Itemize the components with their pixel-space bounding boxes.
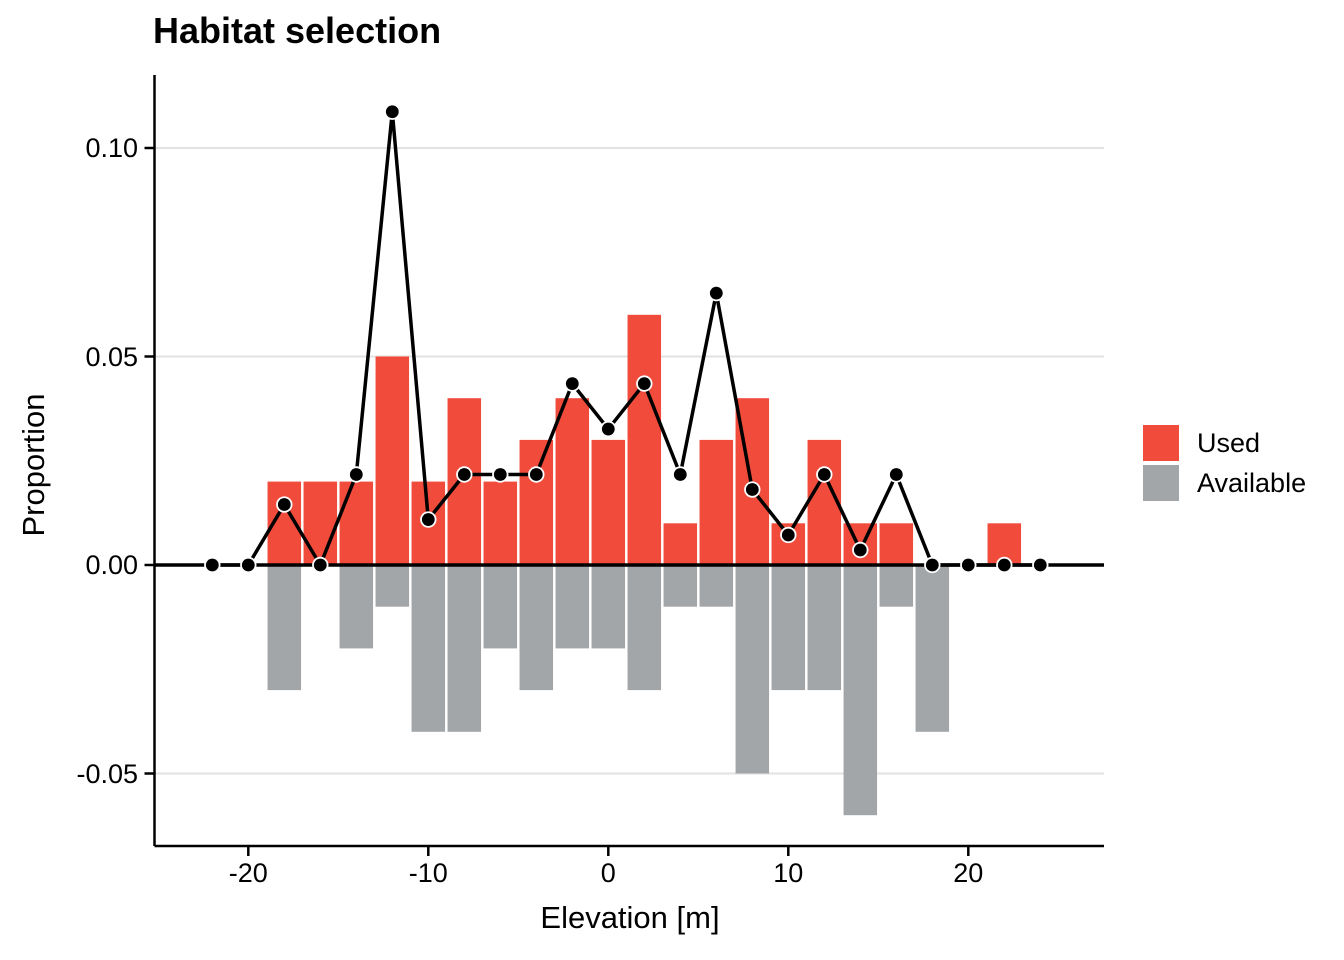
data-point — [997, 558, 1011, 572]
y-tick-label: 0.00 — [85, 550, 138, 580]
used-bar — [375, 356, 410, 565]
available-bar — [411, 565, 446, 732]
data-point — [853, 543, 867, 557]
x-tick-label: 0 — [600, 858, 616, 888]
available-bar — [447, 565, 482, 732]
available-bar — [735, 565, 770, 774]
available-bar — [771, 565, 806, 691]
used-bar — [699, 439, 734, 565]
data-point — [889, 468, 903, 481]
available-bar — [483, 565, 518, 649]
y-axis-title: Proportion — [16, 393, 51, 537]
data-point — [385, 105, 399, 119]
data-point — [637, 377, 651, 391]
available-bar — [339, 565, 374, 649]
data-point — [925, 558, 939, 572]
data-point — [673, 468, 687, 481]
used-bar — [879, 523, 914, 565]
data-point — [601, 422, 615, 436]
available-bar — [555, 565, 590, 649]
data-point — [313, 558, 327, 572]
used-bar — [483, 481, 518, 565]
y-tick-label: 0.05 — [85, 341, 138, 372]
legend-label-available: Available — [1197, 468, 1307, 498]
legend-item-available: Available — [1143, 465, 1306, 501]
legend-swatch-used — [1143, 425, 1179, 461]
available-bar — [591, 565, 626, 649]
chart-title: Habitat selection — [153, 10, 442, 51]
data-point — [205, 558, 219, 572]
data-point — [961, 558, 975, 572]
used-bar — [303, 481, 338, 565]
x-axis-title: Elevation [m] — [540, 900, 720, 935]
legend: Used Available — [1143, 425, 1306, 505]
data-point — [745, 483, 759, 496]
x-tick-label: 20 — [953, 858, 984, 888]
data-point — [709, 286, 723, 300]
data-point — [529, 468, 543, 481]
used-line — [212, 109, 1041, 567]
available-bar — [879, 565, 914, 607]
data-point — [457, 468, 471, 481]
data-point — [349, 468, 363, 481]
y-tick-label: 0.10 — [85, 133, 138, 163]
available-bar — [663, 565, 698, 607]
data-point — [241, 558, 255, 572]
available-bar — [807, 565, 842, 691]
y-tick-label: -0.05 — [76, 758, 138, 789]
x-tick-label: 10 — [773, 858, 804, 888]
legend-swatch-available — [1143, 465, 1179, 501]
used-bar — [519, 439, 554, 565]
data-point — [493, 468, 507, 481]
available-bar — [627, 565, 662, 691]
used-bar — [339, 481, 374, 565]
available-bar — [843, 565, 878, 816]
legend-label-used: Used — [1197, 428, 1261, 458]
x-tick-label: -20 — [228, 858, 268, 888]
available-bar — [267, 565, 302, 691]
data-point — [565, 377, 579, 391]
x-tick-label: -10 — [408, 858, 448, 888]
available-bar — [699, 565, 734, 607]
available-bar — [375, 565, 410, 607]
data-point — [421, 513, 435, 526]
data-point — [817, 468, 831, 481]
data-point — [1033, 558, 1047, 572]
used-bar — [663, 523, 698, 565]
data-point — [781, 528, 795, 542]
used-bar — [591, 439, 626, 565]
available-bar — [519, 565, 554, 691]
used-bar — [555, 398, 590, 565]
used-bar — [627, 314, 662, 565]
data-point — [277, 498, 291, 511]
available-bar — [915, 565, 950, 732]
legend-item-used: Used — [1143, 425, 1306, 461]
used-bar — [807, 439, 842, 565]
